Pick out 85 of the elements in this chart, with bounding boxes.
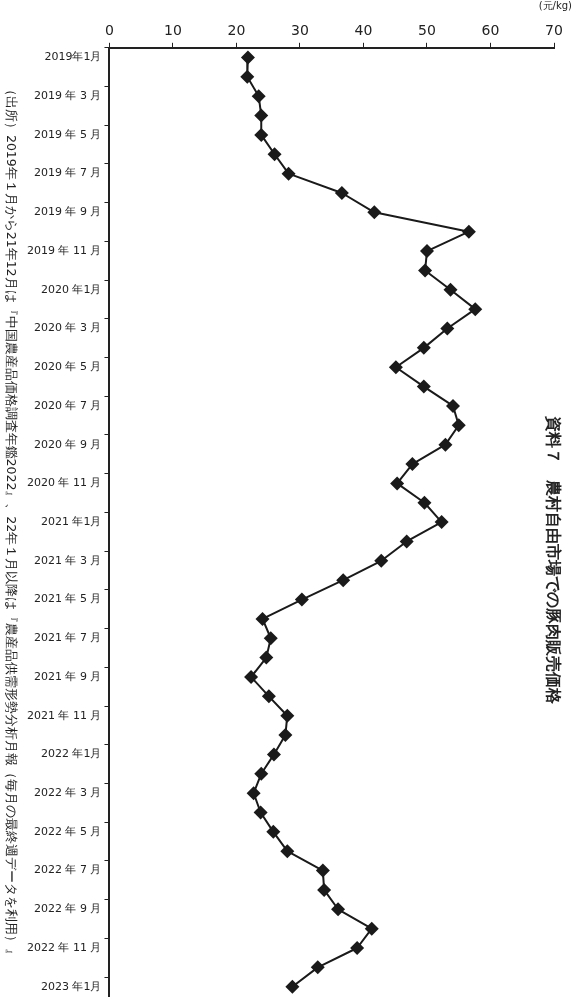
point (418, 263, 433, 278)
point (334, 185, 349, 200)
point (251, 89, 266, 104)
point (416, 379, 431, 394)
y-tick-label: 2022 年 5 月 (34, 824, 102, 838)
y-tick-label: 2022 年 9 月 (34, 902, 102, 916)
y-tick-label: 2021 年 9 月 (34, 669, 102, 683)
y-tick-label: 2020 年 9 月 (34, 437, 102, 451)
y-tick-label: 2020 年 7 月 (34, 398, 102, 412)
point (374, 553, 389, 568)
point (255, 611, 270, 626)
x-axis-title: (元/kg) (538, 0, 573, 11)
point (280, 844, 295, 859)
point (254, 766, 269, 781)
y-tick-label: 2020 年 5 月 (34, 360, 102, 374)
point (446, 398, 461, 413)
y-tick-label: 2022 年 7 月 (34, 863, 102, 877)
text: （出所）2019年１月から21年12月は『中国農産品価格調査年鑑2022』、22年１月以降は『農産品供需形勢分析月報（毎月の最終週データを利用）』 (3, 82, 19, 962)
point (266, 824, 281, 839)
point (278, 728, 293, 743)
point (399, 534, 414, 549)
point (261, 689, 276, 704)
point (281, 166, 296, 181)
x-tick-label: 0 (105, 22, 114, 39)
point (266, 747, 281, 762)
y-tick-label: 2021 年 11 月 (27, 708, 102, 722)
point (254, 108, 269, 123)
y-tick-label: 2019 年 11 月 (27, 243, 102, 257)
point (240, 69, 255, 84)
y-tick-label: 2019 年 9 月 (34, 205, 102, 219)
point (267, 147, 282, 162)
point (417, 495, 432, 510)
point (280, 708, 295, 723)
text: 資料７ 農村自由市場での豚肉販売価格 (543, 415, 563, 705)
y-tick-label: 2020 年 3 月 (34, 321, 102, 335)
point (315, 863, 330, 878)
point (263, 631, 278, 646)
y-tick-label: 2021 年1月 (40, 514, 102, 528)
point (259, 650, 274, 665)
y-tick-label: 2019 年 3 月 (34, 89, 102, 103)
point (390, 476, 405, 491)
point (438, 437, 453, 452)
point (451, 418, 466, 433)
x-tick-label: 30 (291, 22, 309, 39)
point (405, 457, 420, 472)
x-tick-label: 20 (227, 22, 246, 39)
point (461, 224, 476, 239)
point (310, 960, 325, 975)
x-tick-label: 70 (545, 22, 563, 39)
point (367, 205, 382, 220)
point (336, 573, 351, 588)
point (388, 360, 403, 375)
y-tick-label: 2022 年1月 (40, 747, 102, 761)
y-tick-label: 2019 年 5 月 (34, 127, 102, 141)
point (364, 921, 379, 936)
y-tick-label: 2021 年 5 月 (34, 592, 102, 606)
x-tick-label: 50 (418, 22, 436, 39)
x-tick-label: 40 (354, 22, 373, 39)
point (434, 515, 449, 530)
point (240, 50, 255, 65)
y-tick-label: 2021 年 3 月 (34, 553, 102, 567)
point (244, 669, 259, 684)
x-tick-label: 10 (164, 22, 182, 39)
point (443, 282, 458, 297)
y-tick-label: 2022 年 11 月 (27, 940, 102, 954)
y-tick-label: 2021 年 7 月 (34, 631, 102, 645)
x-tick-label: 60 (481, 22, 500, 39)
point (254, 127, 269, 142)
y-tick-label: 2020 年1月 (40, 282, 102, 296)
point (253, 805, 268, 820)
point (317, 882, 332, 897)
y-tick-label: 2023 年1月 (40, 979, 102, 993)
point (440, 321, 455, 336)
point (420, 244, 434, 259)
y-tick-label: 2019年1月 (44, 50, 102, 64)
point (285, 979, 300, 994)
y-tick-label: 2022 年 3 月 (34, 785, 102, 799)
point (416, 340, 431, 355)
point (350, 941, 365, 955)
point (331, 902, 346, 917)
point (294, 592, 309, 607)
point (468, 302, 483, 317)
y-tick-label: 2019 年 7 月 (34, 166, 102, 180)
point (246, 786, 261, 801)
y-tick-label: 2020 年 11 月 (27, 476, 102, 490)
